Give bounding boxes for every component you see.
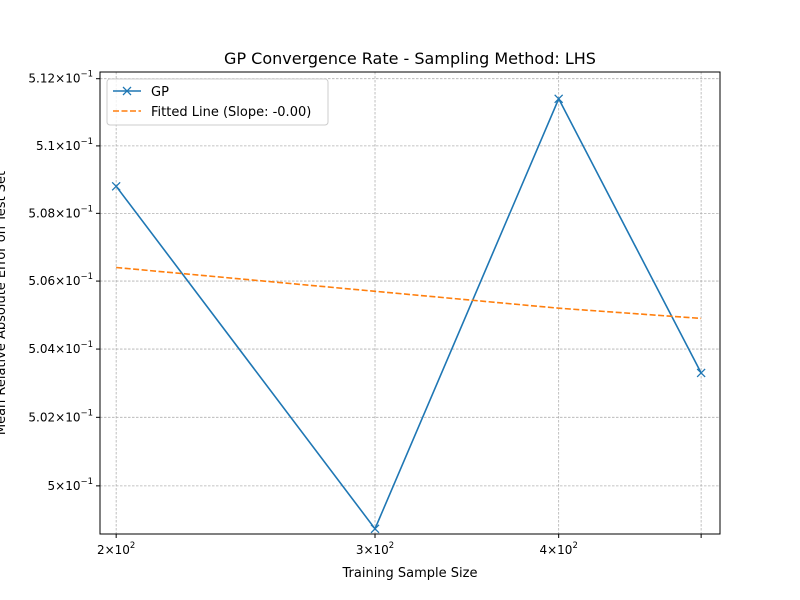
x-tick-label: 4×102: [539, 541, 577, 557]
y-tick-label: 5×10−1: [48, 477, 94, 493]
x-tick-label: 2×102: [97, 541, 135, 557]
grid-lines: [100, 72, 720, 534]
data-point-marker: [554, 94, 564, 104]
x-axis-label: Training Sample Size: [342, 566, 478, 581]
series-line-gp: [115, 96, 702, 531]
plot-frame: [99, 71, 721, 535]
y-axis-label: Mean Relative Absolute Error on Test Set: [0, 171, 9, 435]
x-tick-label: 3×102: [356, 541, 394, 557]
legend-label-fitted-line: Fitted Line (Slope: -0.00): [151, 105, 311, 120]
y-tick-label: 5.06×10−1: [28, 272, 93, 288]
data-point-marker: [370, 524, 380, 534]
chart-title: GP Convergence Rate - Sampling Method: L…: [224, 49, 596, 68]
legend-label-gp: GP: [151, 85, 169, 100]
data-point-marker: [111, 181, 121, 191]
data-point-marker: [696, 368, 706, 378]
legend: GP Fitted Line (Slope: -0.00): [106, 78, 329, 126]
y-tick-label: 5.02×10−1: [28, 408, 93, 424]
y-axis: 5×10−1 5.02×10−1 5.04×10−1 5.06×10−1 5.08×10…: [28, 70, 100, 493]
series-line-fitted-line: [116, 266, 702, 320]
y-tick-label: 5.08×10−1: [28, 204, 93, 220]
series-layer: [111, 94, 706, 534]
x-axis: 2×102 3×102 4×102: [97, 534, 702, 557]
y-tick-label: 5.1×10−1: [36, 137, 93, 153]
legend-marker-gp: [122, 86, 132, 96]
legend-box: [106, 78, 329, 126]
y-tick-label: 5.12×10−1: [28, 70, 93, 86]
y-tick-label: 5.04×10−1: [28, 340, 93, 356]
